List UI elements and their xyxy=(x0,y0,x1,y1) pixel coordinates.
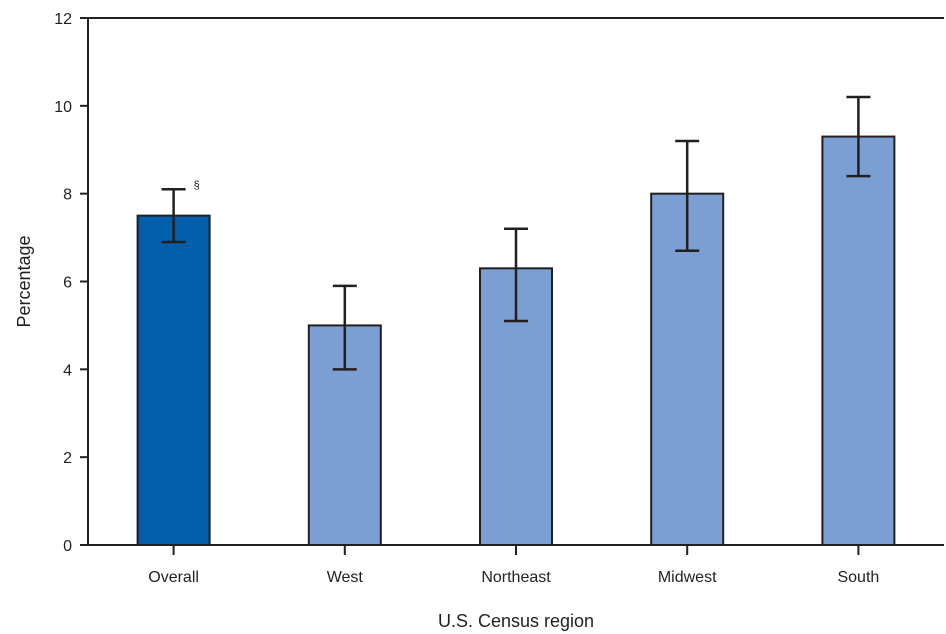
bar-south xyxy=(821,135,896,546)
y-tick-label: 2 xyxy=(63,450,72,467)
footnote-marker: § xyxy=(194,179,200,191)
error-bars-group xyxy=(161,95,871,371)
axes-group xyxy=(87,17,944,546)
y-tick-label: 10 xyxy=(54,99,72,116)
y-tick-label: 12 xyxy=(54,11,72,28)
y-axis-title: Percentage xyxy=(14,235,34,327)
x-tick-label: Northeast xyxy=(481,569,551,586)
annotations-group: § xyxy=(194,179,200,191)
y-axis-ticks: 0 2 4 6 8 10 12 xyxy=(54,11,88,555)
x-tick-label: West xyxy=(327,569,364,586)
x-tick-label: Midwest xyxy=(658,569,717,586)
x-axis-title: U.S. Census region xyxy=(438,611,594,631)
bars-group xyxy=(136,135,896,547)
x-tick-label: South xyxy=(837,569,879,586)
y-tick-label: 0 xyxy=(63,538,72,555)
bar-overall xyxy=(136,214,211,546)
y-tick-label: 4 xyxy=(63,362,72,379)
x-axis-ticks: Overall West Northeast Midwest South xyxy=(148,545,879,586)
y-tick-label: 8 xyxy=(63,187,72,204)
x-tick-label: Overall xyxy=(148,569,199,586)
y-tick-label: 6 xyxy=(63,275,72,292)
bar-midwest xyxy=(650,192,725,547)
